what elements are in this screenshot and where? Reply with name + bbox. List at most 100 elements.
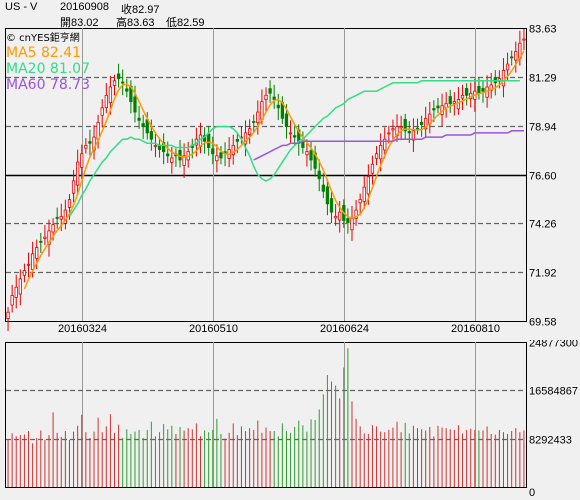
candle-body: [362, 186, 366, 202]
price-axis-ticks: 83.63 81.29 78.94 76.60 74.26 71.92 69.58: [529, 24, 557, 329]
volume-tick-label: 16584867: [529, 386, 578, 398]
candle-body: [514, 51, 518, 61]
legend-ma5: MA5 82.41: [6, 45, 82, 61]
candle-body: [35, 247, 39, 259]
candle-body: [452, 101, 456, 104]
volume-tick-label: 24877300: [529, 340, 578, 350]
candle-body: [71, 180, 76, 194]
candle-body: [501, 69, 506, 87]
price-tick-label: 76.60: [529, 171, 557, 183]
candle-body: [505, 63, 510, 71]
candle-body: [436, 105, 440, 109]
date-tick-label: 20160324: [58, 323, 107, 335]
candle-body: [55, 216, 59, 219]
candle-body: [39, 240, 43, 243]
date-tick-label: 20160624: [320, 323, 369, 335]
legend-ma20: MA20 81.07: [6, 61, 90, 77]
chart-legend: © cnYES鉅亨網 MA5 82.41 MA20 81.07 MA60 78.…: [6, 33, 90, 93]
price-tick-label: 83.63: [529, 24, 557, 36]
price-tick-label: 78.94: [529, 122, 557, 134]
candle-body: [264, 94, 268, 100]
brand-watermark: © cnYES鉅亨網: [6, 33, 80, 44]
moving-averages: [23, 50, 525, 290]
candle-body: [256, 111, 260, 124]
candle-body: [170, 157, 174, 163]
candle-body: [305, 151, 309, 156]
candle-body: [354, 209, 358, 219]
candle-body: [76, 161, 80, 186]
close-price-label: 收82.97: [121, 4, 160, 16]
high-price-label: 高83.63: [116, 17, 155, 29]
price-tick-label: 74.26: [529, 219, 557, 231]
candle-body: [510, 56, 514, 59]
volume-tick-label: 0: [529, 487, 535, 499]
date-tick-label: 20160810: [451, 323, 500, 335]
price-chart-frame: [5, 28, 527, 322]
candle-body: [235, 139, 239, 142]
candle-body: [391, 128, 395, 131]
ma5-line: [23, 50, 525, 290]
candle-body: [141, 123, 145, 128]
candle-body: [14, 286, 18, 298]
candle-body: [47, 230, 51, 245]
candle-body: [374, 153, 379, 159]
price-tick-label: 81.29: [529, 73, 557, 85]
candle-body: [522, 38, 526, 41]
candle-body: [133, 96, 137, 113]
date-tick-label: 20160510: [189, 323, 238, 335]
candle-body: [321, 184, 325, 192]
candle-body: [211, 148, 215, 155]
candle-body: [153, 145, 158, 147]
candle-body: [358, 199, 362, 204]
candle-body: [448, 96, 452, 105]
candle-body: [10, 295, 14, 306]
candle-body: [415, 127, 420, 130]
candle-body: [399, 126, 403, 129]
candle-body: [22, 270, 27, 276]
candle-body: [370, 163, 375, 174]
candle-body: [276, 104, 280, 109]
candle-body: [293, 135, 297, 138]
candle-body: [207, 133, 211, 148]
candle-body: [137, 117, 141, 121]
candle-body: [219, 152, 223, 159]
candle-body: [51, 224, 55, 233]
price-tick-label: 69.58: [529, 317, 557, 329]
candle-body: [231, 145, 235, 155]
candle-body: [379, 145, 383, 160]
candle-body: [325, 186, 330, 205]
candle-body: [88, 141, 92, 144]
candle-body: [80, 153, 84, 168]
candle-body: [100, 107, 104, 116]
candlesticks: [6, 28, 526, 332]
candle-body: [309, 150, 313, 161]
price-tick-label: 71.92: [529, 268, 557, 280]
candle-body: [317, 170, 321, 180]
candle-body: [333, 215, 338, 219]
candle-body: [104, 94, 108, 108]
candle-body: [383, 138, 387, 151]
candle-body: [149, 131, 153, 140]
candle-body: [346, 218, 350, 223]
symbol-label: US - V: [5, 1, 38, 13]
candle-body: [162, 142, 166, 153]
candle-body: [59, 215, 63, 220]
ma20-line: [68, 80, 520, 217]
legend-ma60: MA60 78.73: [6, 77, 90, 93]
candle-body: [460, 94, 465, 99]
candle-body: [6, 311, 10, 319]
candle-body: [63, 209, 67, 224]
candle-body: [411, 130, 416, 141]
candle-body: [268, 88, 272, 94]
candle-body: [112, 80, 117, 86]
candle-body: [329, 198, 334, 213]
candle-body: [481, 88, 485, 92]
volume-bars: [7, 348, 525, 487]
candle-body: [30, 253, 35, 270]
candle-body: [419, 121, 424, 125]
candle-body: [26, 263, 31, 266]
candle-body: [125, 88, 129, 92]
candle-body: [18, 278, 22, 295]
date-axis-ticks: 20160324 20160510 20160624 20160810: [58, 323, 500, 335]
candle-body: [243, 132, 248, 145]
